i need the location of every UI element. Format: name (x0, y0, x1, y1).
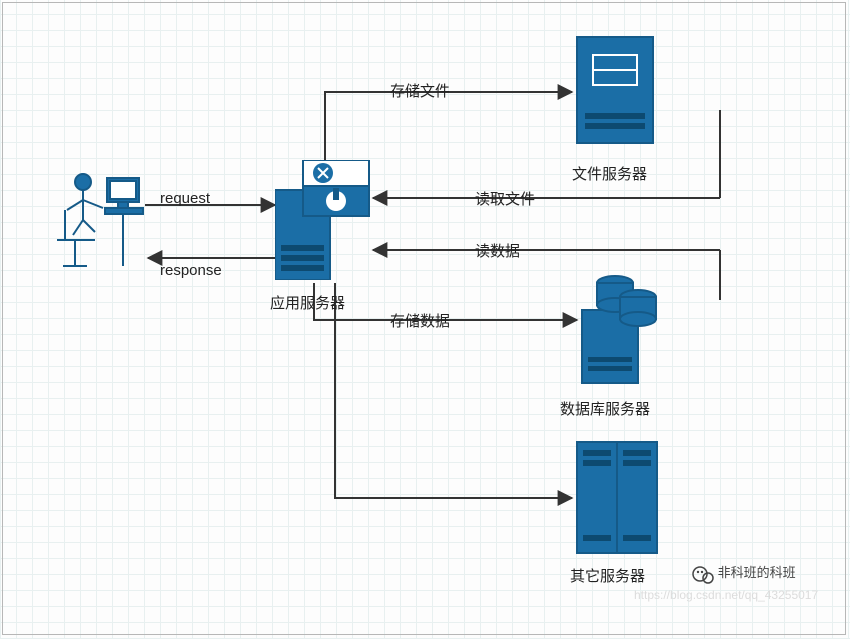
file-server-label: 文件服务器 (572, 163, 647, 184)
read-file-label: 读取文件 (475, 188, 535, 209)
app-server-node (275, 160, 370, 280)
store-file-label: 存储文件 (390, 80, 450, 101)
read-data-label: 读数据 (475, 240, 520, 261)
watermark-url: https://blog.csdn.net/qq_43255017 (634, 588, 818, 602)
store-data-label: 存储数据 (390, 310, 450, 331)
other-server-label: 其它服务器 (570, 565, 645, 586)
watermark-author: 非科班的科班 (692, 562, 796, 585)
response-label: response (160, 262, 222, 279)
request-label: request (160, 190, 210, 207)
other-server-node (575, 440, 660, 555)
file-server-node (575, 35, 655, 145)
app-server-label: 应用服务器 (270, 292, 345, 313)
db-server-node (580, 275, 660, 385)
user-node (55, 170, 145, 275)
db-server-label: 数据库服务器 (560, 398, 650, 419)
